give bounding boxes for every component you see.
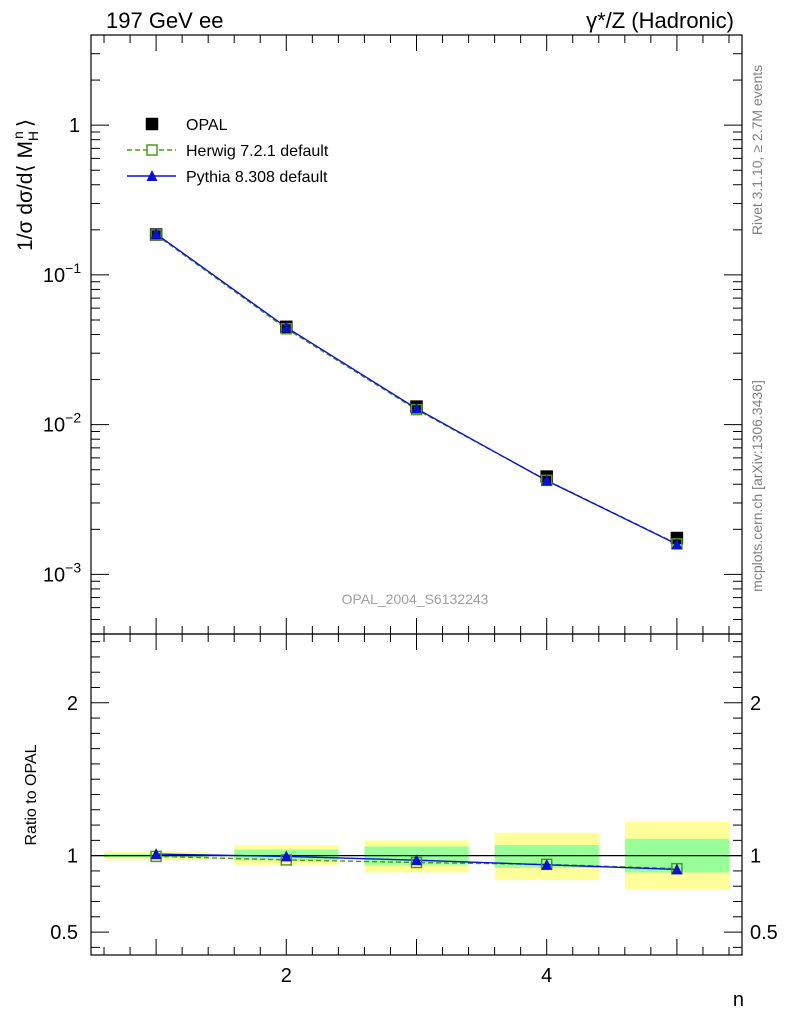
rivet-side-label: Rivet 3.1.10, ≥ 2.7M events <box>749 65 765 235</box>
axis-ticks: 2 4 10−3 10−2 10−1 1 0.5 0.5 1 1 2 2 <box>43 34 778 987</box>
ratio-band-inner-4 <box>494 844 599 868</box>
pythia-main-point <box>671 538 683 550</box>
pythia-ratio-point <box>411 854 422 866</box>
legend-herwig-marker <box>146 144 158 156</box>
ratio-y-tick-label-left: 2 <box>67 693 78 715</box>
ratio-y-tick-label-right: 2 <box>750 693 761 715</box>
x-axis-label: n <box>733 989 744 1011</box>
legend-opal-marker <box>145 117 159 131</box>
plot-title-right: γ*/Z (Hadronic) <box>586 8 734 33</box>
y-tick-label: 1 <box>69 115 80 137</box>
y-axis-label-main: 1/σ dσ/d⟨ MHn ⟩ <box>10 119 41 251</box>
y-axis-label-main-sub: H <box>25 131 41 141</box>
ratio-plot-frame <box>90 633 743 956</box>
legend: OPAL Herwig 7.2.1 default Pythia 8.308 def… <box>127 117 329 186</box>
y-axis-label-main-close: ⟩ <box>14 119 37 127</box>
ratio-y-tick-label-right: 1 <box>750 846 761 868</box>
pythia-main-point <box>150 227 162 239</box>
pythia-ratio-point <box>541 858 553 870</box>
legend-label-1: OPAL <box>186 117 228 134</box>
plot-title-left: 197 GeV ee <box>106 8 224 33</box>
herwig-main-line <box>155 234 678 545</box>
ratio-y-tick-label-left: 1 <box>67 846 78 868</box>
x-tick-label: 2 <box>281 965 292 987</box>
y-axis-label-main-sup: n <box>10 131 26 139</box>
legend-label-2: Herwig 7.2.1 default <box>186 143 329 160</box>
y-tick-label: 10−2 <box>43 410 81 437</box>
pythia-main-point <box>280 321 292 333</box>
y-axis-label-main-text: 1/σ dσ/d⟨ M <box>14 141 37 251</box>
y-tick-label: 10−1 <box>43 260 81 287</box>
legend-pythia-marker <box>146 170 158 181</box>
watermark-label: OPAL_2004_S6132243 <box>342 591 489 607</box>
ratio-y-tick-label-left: 0.5 <box>50 922 78 944</box>
pythia-main-point <box>541 474 553 486</box>
mcplots-side-label: mcplots.cern.ch [arXiv:1306.3436] <box>749 380 765 592</box>
data-series <box>149 227 684 875</box>
pythia-ratio-point <box>280 850 292 862</box>
pythia-ratio-point <box>671 863 683 875</box>
pythia-main-point <box>411 402 422 414</box>
x-tick-label: 4 <box>541 965 552 987</box>
legend-label-3: Pythia 8.308 default <box>186 169 328 186</box>
pythia-main-line <box>155 233 678 545</box>
ratio-y-tick-label-right: 0.5 <box>750 922 778 944</box>
pythia-ratio-point <box>150 848 162 860</box>
y-tick-label: 10−3 <box>43 559 81 586</box>
y-axis-label-ratio: Ratio to OPAL <box>23 744 40 845</box>
